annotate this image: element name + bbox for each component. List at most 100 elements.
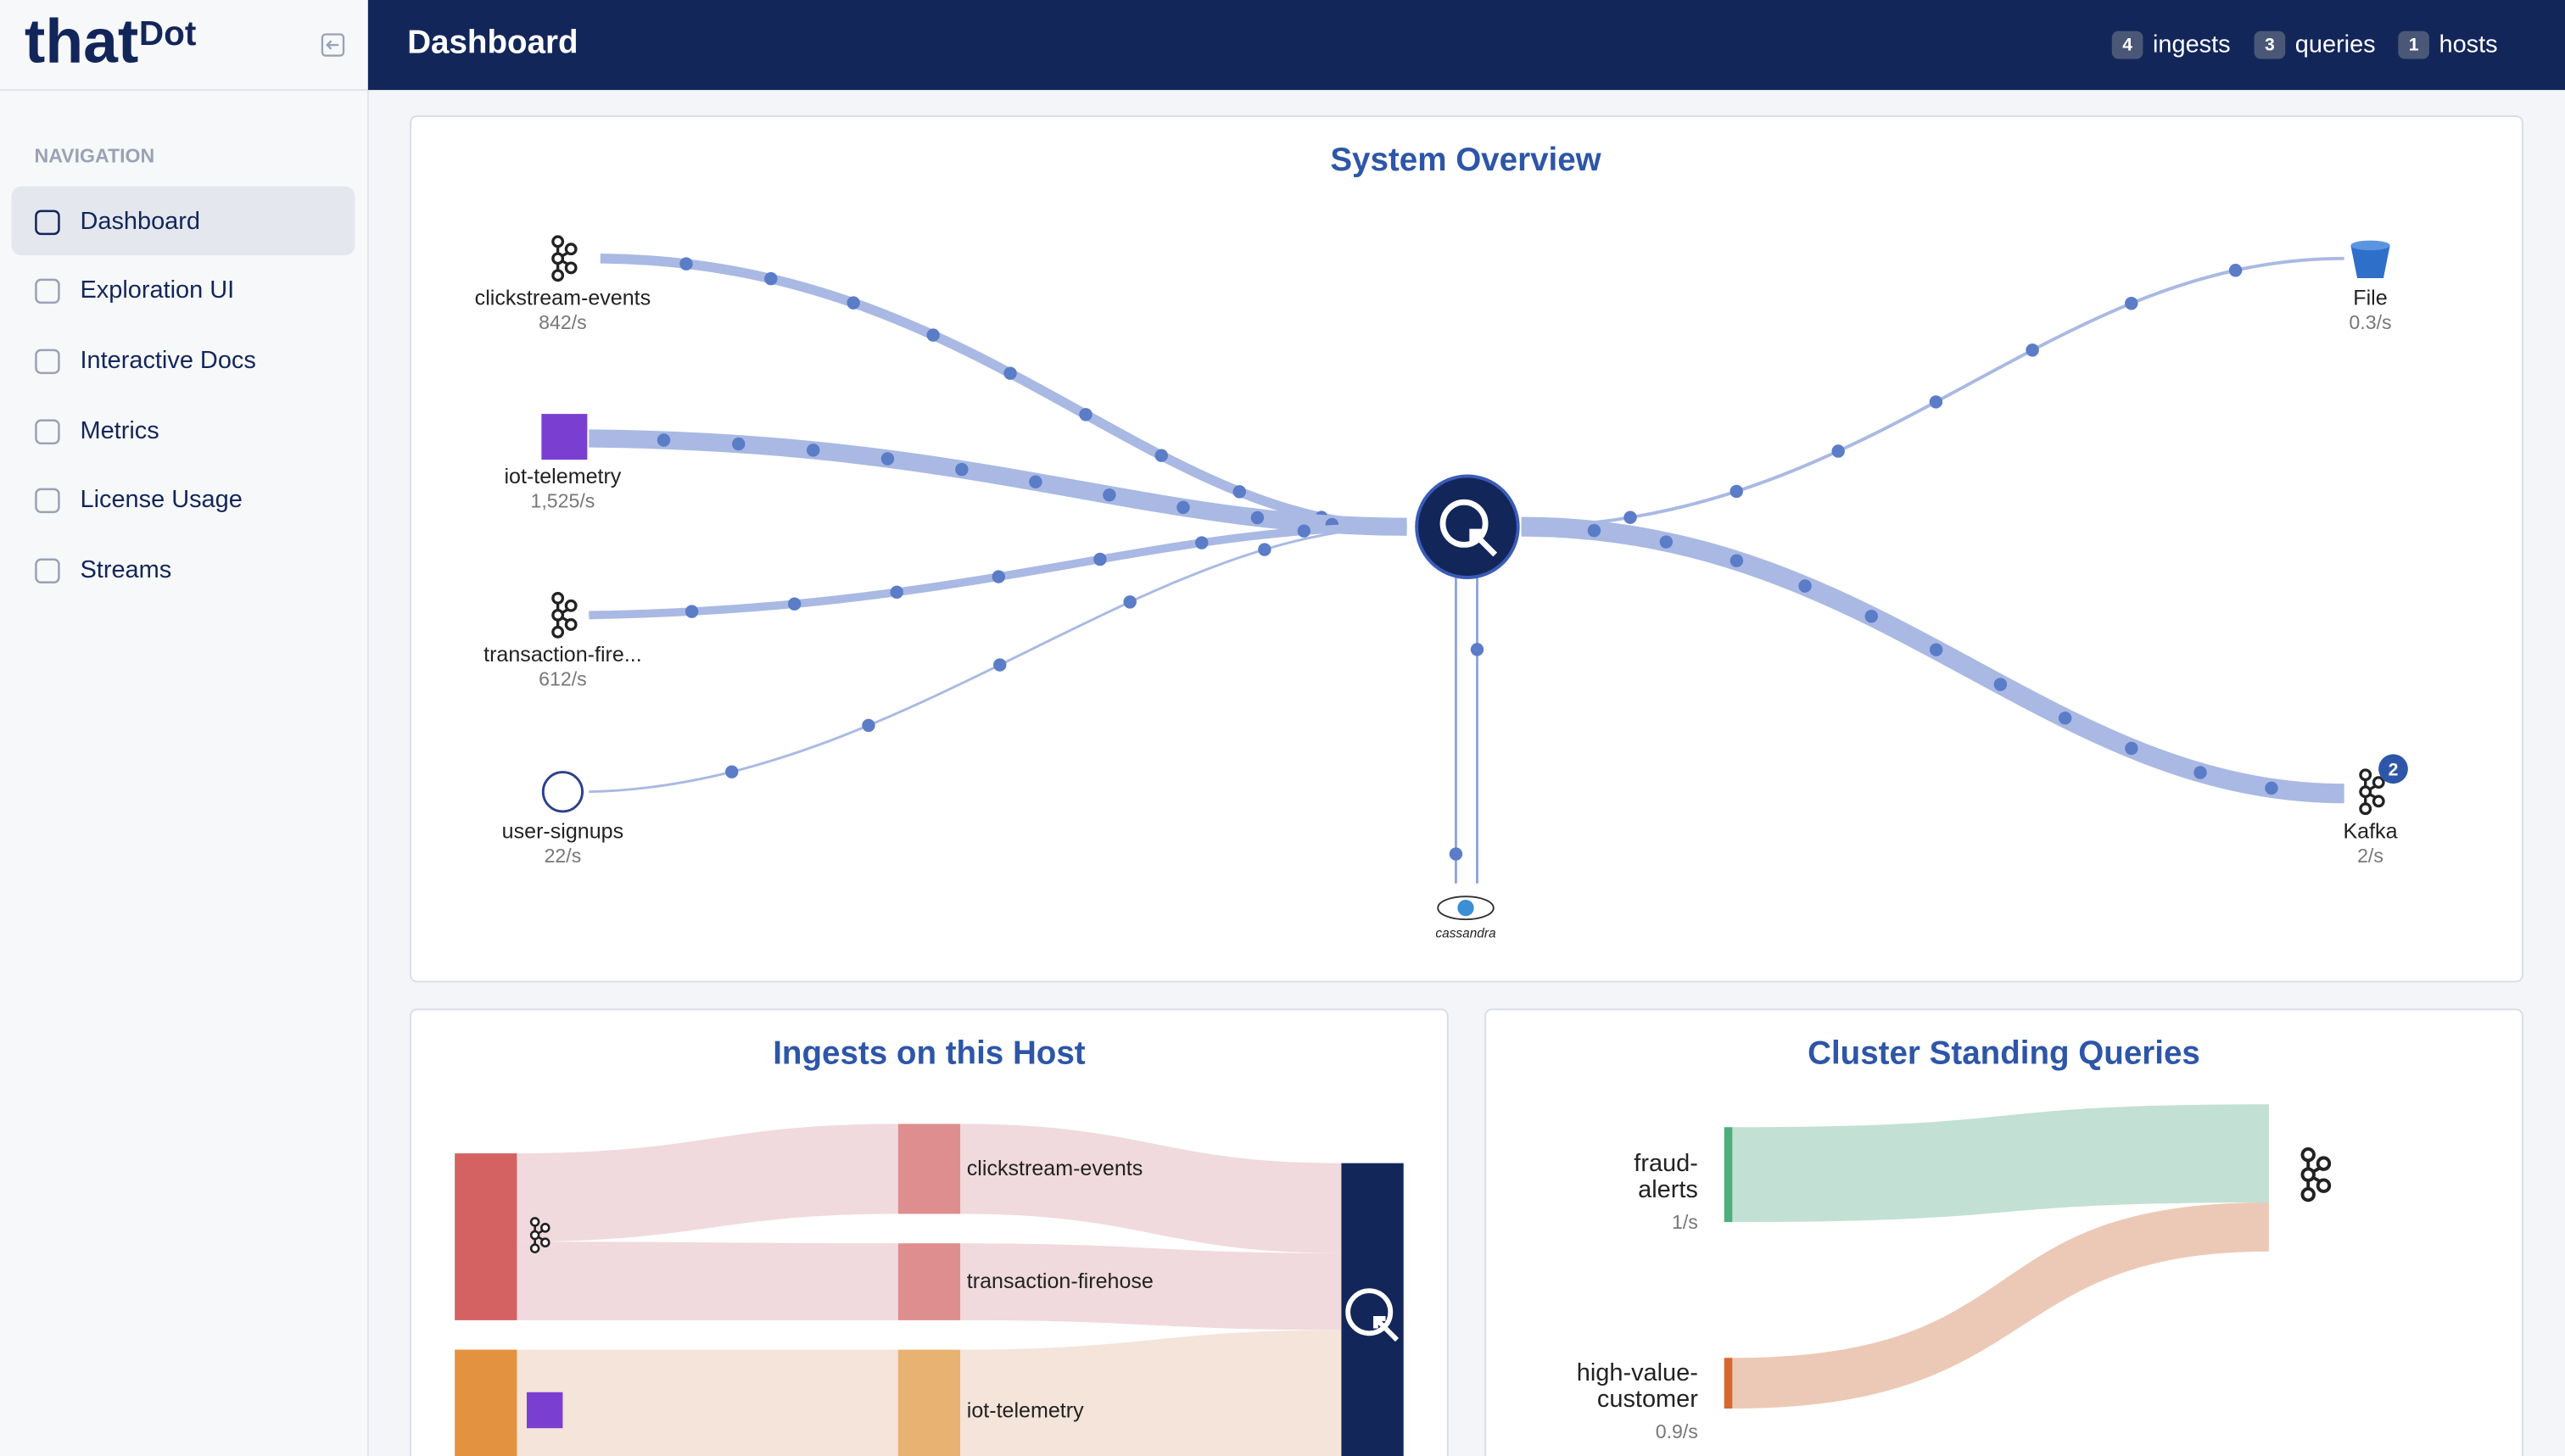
source-rate: 22/s [545, 845, 582, 867]
nav-label[interactable]: Metrics [81, 417, 159, 444]
kafka-icon [551, 235, 578, 282]
sankey-flow [517, 1349, 898, 1456]
nav-item[interactable]: Streams [35, 556, 172, 584]
flow-dot [787, 597, 802, 611]
sankey-node [897, 1243, 961, 1320]
kinesis-icon [527, 1392, 563, 1429]
sankey-node [897, 1124, 961, 1214]
flow-dot [657, 433, 671, 447]
kafka-node [564, 261, 578, 275]
nav-item[interactable]: Metrics [35, 417, 159, 445]
query-flow [1732, 1202, 2269, 1409]
flow-dot [1623, 510, 1637, 524]
stat-badge [2254, 31, 2286, 59]
query-bar [1724, 1358, 1733, 1409]
sankey-node [897, 1349, 961, 1456]
flow-dot [2193, 766, 2207, 779]
source-name: iot-telemetry [504, 465, 621, 488]
stream-icon [541, 771, 584, 813]
kafka-node [551, 591, 565, 605]
flow-dot [1195, 536, 1209, 549]
kafka-icon [529, 1217, 550, 1253]
output-name: File [2353, 287, 2387, 310]
flow-dot [1123, 595, 1137, 609]
stream-name: transaction-firehose [967, 1269, 1154, 1293]
flow-dot [993, 658, 1007, 672]
source-name: user-signups [502, 820, 623, 844]
hub-ring [1415, 474, 1520, 579]
file-icon-rim [2350, 240, 2390, 251]
nav-item[interactable]: Exploration UI [35, 276, 235, 304]
stat-badge [2111, 31, 2143, 59]
kafka-node [2359, 768, 2372, 782]
nav-label[interactable]: Exploration UI [81, 276, 235, 304]
header-title: Dashboard [407, 24, 578, 60]
kafka-node [564, 618, 578, 631]
kafka-node [2359, 785, 2372, 799]
flow-dot [847, 296, 860, 310]
nav-item[interactable]: Dashboard [11, 186, 355, 255]
kafka-icon [551, 591, 578, 639]
source-name: clickstream-events [475, 287, 651, 310]
flow-dot [955, 462, 969, 477]
nav-active-bg [11, 186, 355, 255]
collapse-button[interactable] [321, 33, 345, 57]
flow-dot [1929, 395, 1943, 409]
flow-dot [2125, 297, 2138, 310]
flow-path [600, 254, 1407, 532]
header-bar [367, 0, 2565, 91]
flow-dot [1079, 408, 1092, 421]
cassandra-iris [1457, 900, 1474, 917]
card-title: System Overview [1330, 142, 1601, 178]
nav-label[interactable]: Dashboard [81, 208, 200, 235]
kafka-node [2300, 1186, 2316, 1202]
flow-dot [1798, 579, 1812, 593]
query-name: fraud- [1634, 1150, 1698, 1177]
collapse-arrow [326, 40, 339, 50]
flow-path [589, 525, 1407, 794]
query-bar [1724, 1127, 1733, 1223]
kafka-node [564, 599, 578, 612]
query-name: customer [1597, 1386, 1698, 1413]
kafka-node [2372, 776, 2385, 789]
flow-dot [1993, 678, 2008, 691]
nav-item[interactable]: Interactive Docs [35, 347, 256, 375]
output-badge-count: 2 [2389, 760, 2399, 779]
nav-icon [35, 558, 60, 584]
sankey-flow [960, 1243, 1342, 1330]
flow-dot [1297, 524, 1311, 538]
nav-label[interactable]: Interactive Docs [81, 347, 256, 374]
kafka-icon [2359, 768, 2385, 816]
nav-label[interactable]: Streams [81, 556, 172, 583]
output-rate: 0.3/s [2349, 311, 2391, 333]
hub-logo [1439, 499, 1489, 548]
kafka-node [564, 243, 578, 256]
kafka-icon [2300, 1147, 2332, 1202]
kinesis-icon [541, 414, 588, 460]
sankey-node [1341, 1163, 1404, 1456]
hub-arrow [1469, 528, 1498, 557]
kafka-node [2316, 1178, 2332, 1193]
flow-dot [1258, 543, 1271, 556]
flow-dot [732, 437, 746, 451]
nav-icon [35, 419, 60, 445]
kafka-node [551, 625, 565, 639]
flow-dot [1831, 444, 1845, 458]
flow-dot [685, 605, 699, 618]
flow-path [1521, 256, 2344, 529]
card-title: Ingests on this Host [773, 1035, 1086, 1072]
nav-heading: NAVIGATION [34, 144, 154, 166]
file-icon [2350, 245, 2390, 278]
query-rate: 0.9/s [1656, 1420, 1698, 1442]
flow-dot [1250, 510, 1265, 525]
nav-label[interactable]: License Usage [81, 486, 243, 513]
flow-dot [2228, 264, 2243, 277]
nav-item[interactable]: License Usage [35, 486, 243, 514]
stat-label: queries [2295, 31, 2376, 59]
sankey-flow [517, 1124, 898, 1242]
query-flow [1732, 1104, 2269, 1223]
flow-dot [880, 452, 895, 466]
flow-dot [1730, 484, 1743, 499]
sankey-node [455, 1153, 517, 1320]
kafka-node [539, 1237, 550, 1248]
